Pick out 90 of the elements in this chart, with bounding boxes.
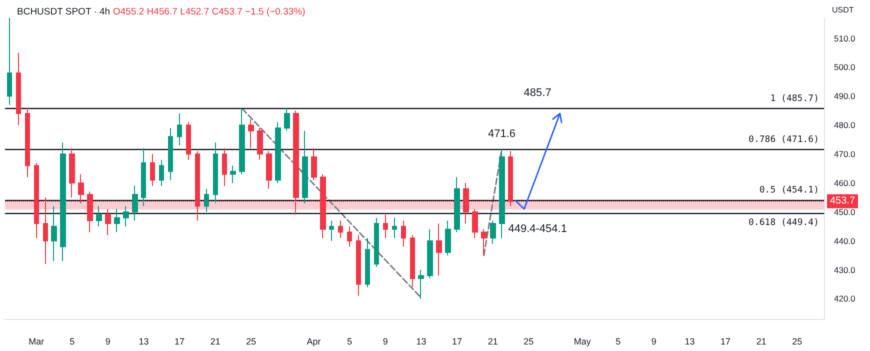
- candlestick: [472, 208, 478, 238]
- candlestick: [499, 148, 505, 238]
- x-tick-label: Mar: [28, 336, 44, 346]
- chart-title: BCHUSDT SPOT · 4h: [17, 6, 110, 18]
- candlestick: [248, 118, 254, 149]
- candlestick: [177, 113, 182, 146]
- candlestick: [418, 269, 424, 300]
- x-tick-label: 25: [246, 336, 256, 346]
- candlestick: [51, 206, 57, 262]
- candlestick: [347, 226, 352, 248]
- candlestick: [213, 142, 218, 204]
- x-tick-label: 9: [105, 336, 110, 346]
- y-tick-label: 490.0: [834, 91, 856, 102]
- annotation: 471.6: [488, 128, 516, 140]
- y-tick-label: 470.0: [834, 149, 856, 160]
- candlestick: [7, 18, 12, 106]
- y-tick-label: 430.0: [834, 264, 856, 275]
- candlestick: [16, 52, 21, 126]
- x-tick-label: 13: [684, 336, 695, 346]
- x-tick-label: 5: [70, 336, 75, 346]
- candlestick: [186, 122, 191, 160]
- candlestick: [427, 228, 433, 279]
- candlestick: [239, 107, 245, 175]
- y-tick-label: 480.0: [834, 120, 856, 130]
- candlestick: [275, 122, 281, 184]
- x-tick-label: 21: [210, 336, 220, 346]
- candlestick: [329, 220, 334, 242]
- x-tick-label: Apr: [306, 336, 321, 346]
- candlestick: [490, 220, 496, 244]
- candlestick: [150, 154, 155, 186]
- x-tick-label: 9: [651, 336, 656, 346]
- x-tick-label: 17: [452, 336, 462, 346]
- candlestick: [230, 165, 236, 184]
- ref-line-label: 0.5 (454.1): [759, 186, 819, 196]
- candlestick: [69, 148, 75, 198]
- candlestick: [266, 150, 272, 190]
- y-tick-label: 450.0: [834, 206, 856, 217]
- x-tick-label: 21: [488, 336, 498, 346]
- candlestick: [60, 142, 66, 262]
- candlestick: [436, 222, 442, 276]
- candlestick: [410, 234, 415, 288]
- y-tick-label: 500.0: [834, 62, 856, 72]
- candlestick: [105, 208, 111, 236]
- x-tick-label: 21: [756, 336, 766, 346]
- candlestick: [257, 127, 263, 160]
- candlestick: [338, 220, 343, 238]
- x-tick-label: 25: [792, 336, 802, 346]
- candlestick: [374, 217, 379, 268]
- x-tick-label: 25: [524, 336, 534, 346]
- x-tick-label: 17: [720, 336, 731, 346]
- ref-line-label: 0.786 (471.6): [748, 134, 819, 145]
- y-tick-label: 440.0: [834, 236, 856, 246]
- ref-line-label: 1 (485.7): [770, 94, 819, 104]
- candlestick: [356, 234, 361, 296]
- candlestick: [204, 188, 209, 212]
- chart-subtitle: O455.2 H456.7 L452.7 C453.7 −1.5 (−0.33%): [113, 6, 306, 18]
- ref-line-label: 453.7: [830, 196, 856, 207]
- annotation: 449.4-454.1: [508, 223, 567, 236]
- x-tick-label: 13: [138, 336, 149, 346]
- y-tick-label: 510.0: [834, 33, 856, 44]
- annotation: 485.7: [524, 87, 552, 100]
- y-tick-label: 420.0: [834, 294, 856, 304]
- candlestick: [383, 214, 388, 238]
- candlestick: [159, 159, 164, 186]
- x-tick-label: 13: [416, 336, 426, 346]
- candlestick: [168, 127, 173, 181]
- candlestick: [114, 208, 120, 233]
- candlestick: [132, 185, 138, 222]
- x-tick-label: May: [574, 336, 592, 346]
- candlestick: [445, 220, 451, 256]
- candlestick: [401, 220, 406, 248]
- candlestick: [365, 237, 370, 288]
- x-tick-label: 17: [174, 336, 185, 346]
- y-axis-title: USDT: [832, 6, 854, 14]
- candlestick: [96, 206, 102, 227]
- ref-line-label: 0.618 (449.4): [748, 218, 819, 228]
- candlestick: [454, 176, 460, 233]
- x-tick-label: 9: [382, 336, 388, 346]
- candlestick: [141, 148, 146, 207]
- x-tick-label: 5: [616, 336, 621, 346]
- x-tick-label: 5: [347, 336, 352, 346]
- candlestick: [311, 148, 317, 181]
- candlestick: [302, 130, 308, 204]
- candlestick: [123, 206, 129, 227]
- candlestick: [481, 228, 487, 256]
- candlestick: [25, 107, 30, 178]
- candlestick: [284, 107, 290, 132]
- candlestick: [222, 148, 227, 186]
- y-tick-label: 460.0: [834, 178, 856, 188]
- candlestick: [392, 217, 397, 238]
